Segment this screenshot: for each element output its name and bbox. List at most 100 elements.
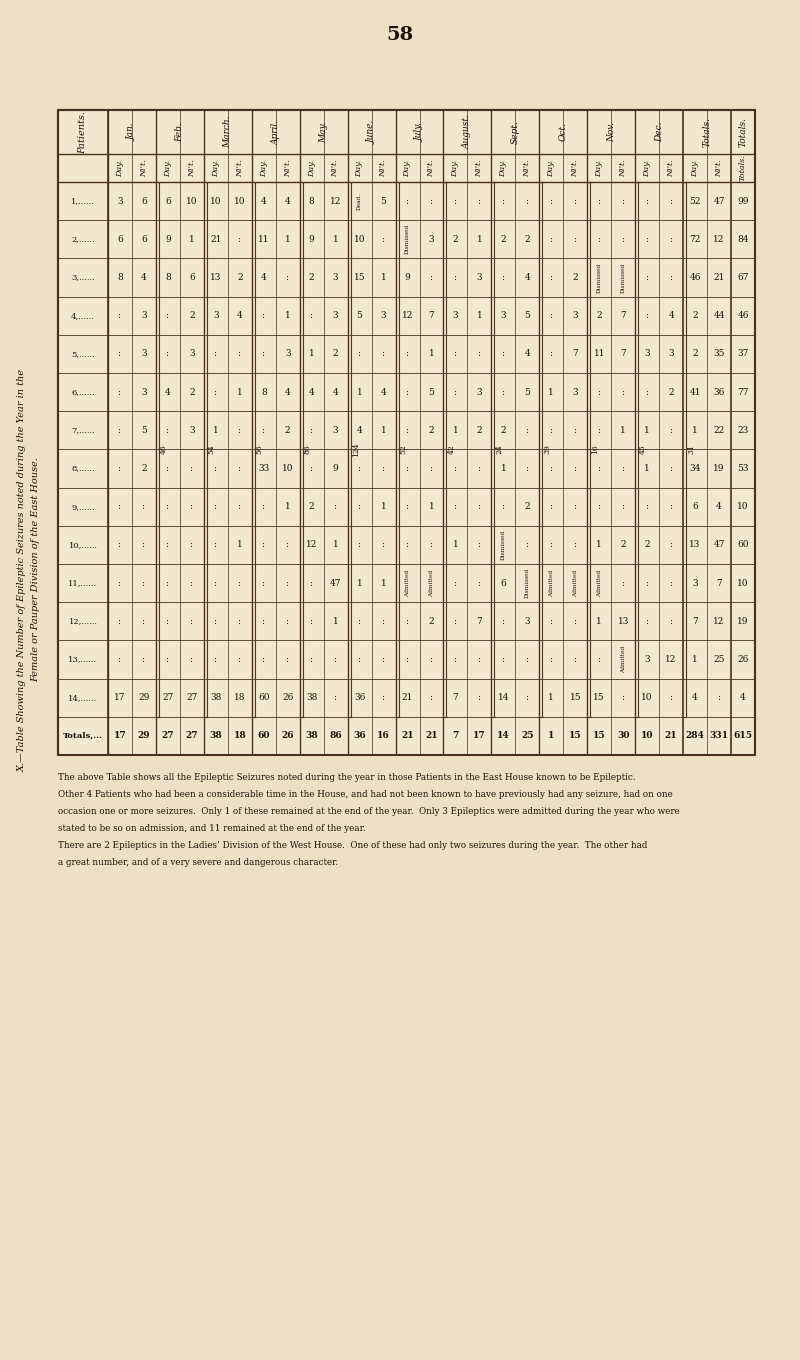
Text: 6: 6 <box>141 197 147 205</box>
Text: 36: 36 <box>354 694 366 702</box>
Text: 2: 2 <box>429 617 434 626</box>
Text: :: : <box>594 464 604 473</box>
Text: 2: 2 <box>189 311 194 320</box>
Text: :: : <box>618 388 628 397</box>
Text: 8: 8 <box>309 197 314 205</box>
Text: 3: 3 <box>141 350 146 359</box>
Text: :: : <box>547 540 556 549</box>
Text: :: : <box>283 273 292 282</box>
Text: 2: 2 <box>429 426 434 435</box>
Text: 4: 4 <box>237 311 242 320</box>
Text: :: : <box>427 540 436 549</box>
Text: 23: 23 <box>738 426 749 435</box>
Text: 38: 38 <box>306 694 318 702</box>
Text: 1: 1 <box>333 235 338 243</box>
Text: :: : <box>139 540 149 549</box>
Text: :: : <box>547 350 556 359</box>
Text: :: : <box>115 388 125 397</box>
Text: 15: 15 <box>569 732 582 740</box>
Text: Dismissed: Dismissed <box>525 568 530 598</box>
Text: 5,......: 5,...... <box>71 350 95 358</box>
Text: :: : <box>642 502 652 511</box>
Text: :: : <box>666 578 676 588</box>
Text: Day.: Day. <box>356 159 364 177</box>
Text: 4: 4 <box>357 426 362 435</box>
Text: :: : <box>618 235 628 243</box>
Text: August.: August. <box>463 114 472 150</box>
Text: 3,......: 3,...... <box>71 273 95 282</box>
Text: 3: 3 <box>644 350 650 359</box>
Text: 21: 21 <box>210 235 222 243</box>
Text: 15: 15 <box>594 694 605 702</box>
Text: 1: 1 <box>644 426 650 435</box>
Text: :: : <box>115 464 125 473</box>
Text: Ni’t.: Ni’t. <box>140 159 148 177</box>
Text: 4: 4 <box>525 350 530 359</box>
Text: :: : <box>475 350 484 359</box>
Text: 8: 8 <box>261 388 266 397</box>
Text: 3: 3 <box>525 617 530 626</box>
Text: 13,......: 13,...... <box>69 656 98 664</box>
Text: Nov.: Nov. <box>606 122 616 141</box>
Text: 1: 1 <box>285 235 290 243</box>
Text: The above Table shows all the Epileptic Seizures noted during the year in those : The above Table shows all the Epileptic … <box>58 772 636 782</box>
Text: :: : <box>451 197 460 205</box>
Text: 6: 6 <box>141 235 147 243</box>
Text: :: : <box>451 656 460 664</box>
Text: :: : <box>642 578 652 588</box>
Text: :: : <box>547 617 556 626</box>
Text: 26: 26 <box>738 656 749 664</box>
Text: :: : <box>499 502 508 511</box>
Text: :: : <box>163 617 173 626</box>
Text: 3: 3 <box>333 273 338 282</box>
Text: :: : <box>139 617 149 626</box>
Text: 1: 1 <box>548 732 554 740</box>
Text: :: : <box>331 502 340 511</box>
Text: 1: 1 <box>237 388 242 397</box>
Text: :: : <box>451 502 460 511</box>
Text: :: : <box>259 426 268 435</box>
Text: :: : <box>235 426 244 435</box>
Text: Oct.: Oct. <box>558 122 568 141</box>
Text: :: : <box>499 656 508 664</box>
Text: 27: 27 <box>186 694 198 702</box>
Text: 9: 9 <box>333 464 338 473</box>
Text: 21: 21 <box>402 732 414 740</box>
Text: 13: 13 <box>618 617 629 626</box>
Text: Female or Pauper Division of the East House.: Female or Pauper Division of the East Ho… <box>31 457 41 683</box>
Text: 4: 4 <box>285 197 290 205</box>
Text: 4: 4 <box>740 694 746 702</box>
Text: 52: 52 <box>690 197 701 205</box>
Text: Ni’t.: Ni’t. <box>619 159 627 177</box>
Text: 15: 15 <box>593 732 606 740</box>
Text: :: : <box>379 350 388 359</box>
Text: :: : <box>403 540 412 549</box>
Text: Admitted: Admitted <box>621 646 626 673</box>
Text: :: : <box>642 235 652 243</box>
Text: :: : <box>211 502 220 511</box>
Text: 2: 2 <box>525 235 530 243</box>
Text: 16: 16 <box>377 732 390 740</box>
Text: Ni’t.: Ni’t. <box>667 159 675 177</box>
Text: 1: 1 <box>333 540 338 549</box>
Text: :: : <box>115 350 125 359</box>
Text: :: : <box>451 464 460 473</box>
Text: :: : <box>666 273 676 282</box>
Text: 1: 1 <box>357 578 362 588</box>
Text: :: : <box>666 464 676 473</box>
Text: 1: 1 <box>333 617 338 626</box>
Text: Patients.: Patients. <box>78 110 87 154</box>
Text: :: : <box>163 540 173 549</box>
Text: Dismissed: Dismissed <box>501 530 506 560</box>
Text: May.: May. <box>319 121 328 143</box>
Text: 7: 7 <box>452 732 458 740</box>
Text: 10: 10 <box>738 578 749 588</box>
Text: :: : <box>427 464 436 473</box>
Text: 1,......: 1,...... <box>71 197 95 205</box>
Text: :: : <box>666 617 676 626</box>
Text: 46: 46 <box>160 445 168 454</box>
Text: Day.: Day. <box>308 159 316 177</box>
Text: 10: 10 <box>641 732 654 740</box>
Text: 1: 1 <box>189 235 194 243</box>
Text: :: : <box>427 656 436 664</box>
